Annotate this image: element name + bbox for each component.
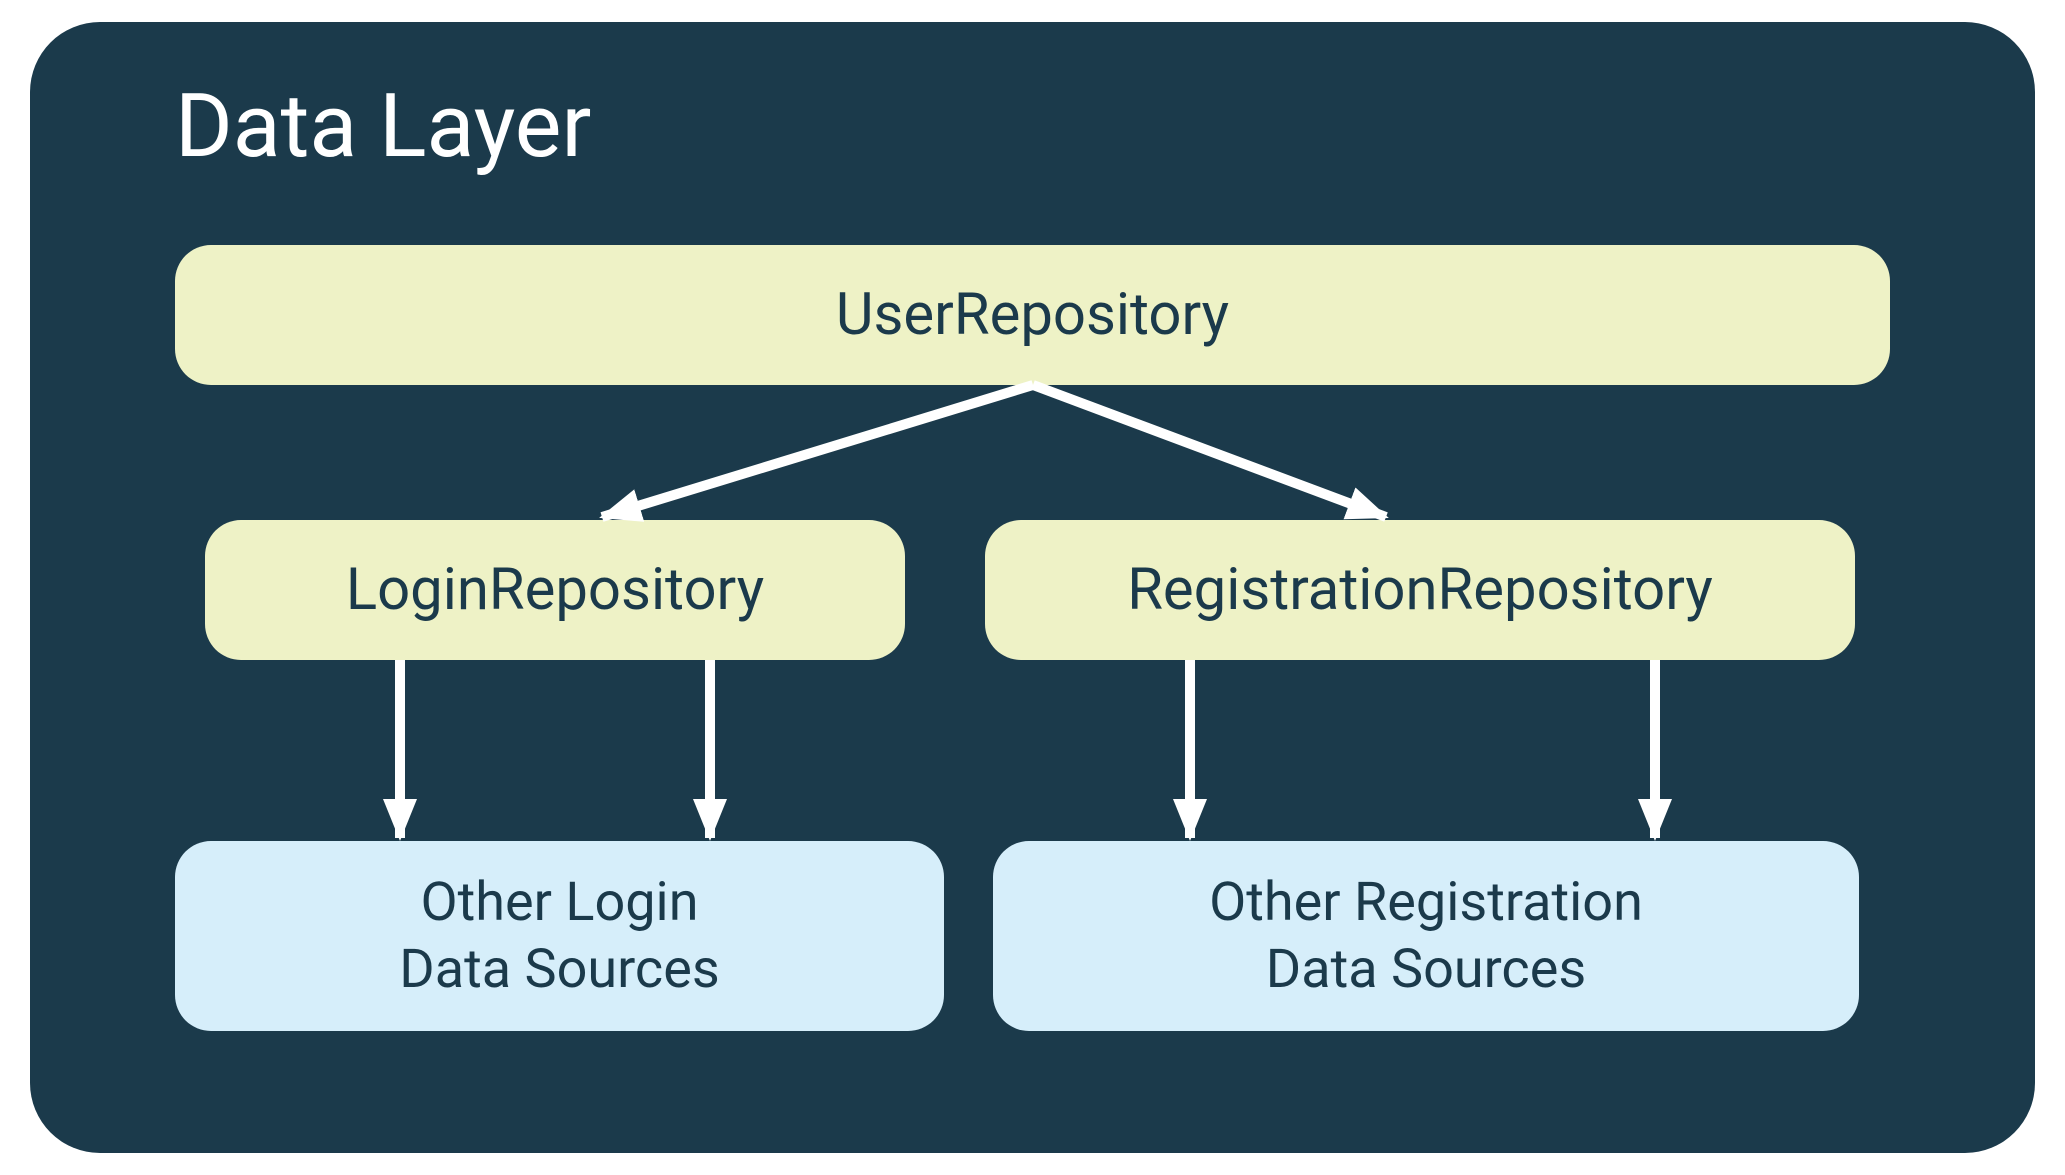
node-login-sources: Other Login Data Sources xyxy=(175,841,944,1031)
edge-user-repo-to-registration-repo xyxy=(1033,385,1386,517)
edge-user-repo-to-login-repo xyxy=(602,385,1033,517)
node-registration-sources: Other Registration Data Sources xyxy=(993,841,1859,1031)
node-user-repo: UserRepository xyxy=(175,245,1890,385)
diagram-title: Data Layer xyxy=(175,75,591,178)
node-registration-repo: RegistrationRepository xyxy=(985,520,1855,660)
node-login-repo: LoginRepository xyxy=(205,520,905,660)
data-layer-container: Data Layer UserRepository LoginRepository R… xyxy=(30,22,2035,1153)
